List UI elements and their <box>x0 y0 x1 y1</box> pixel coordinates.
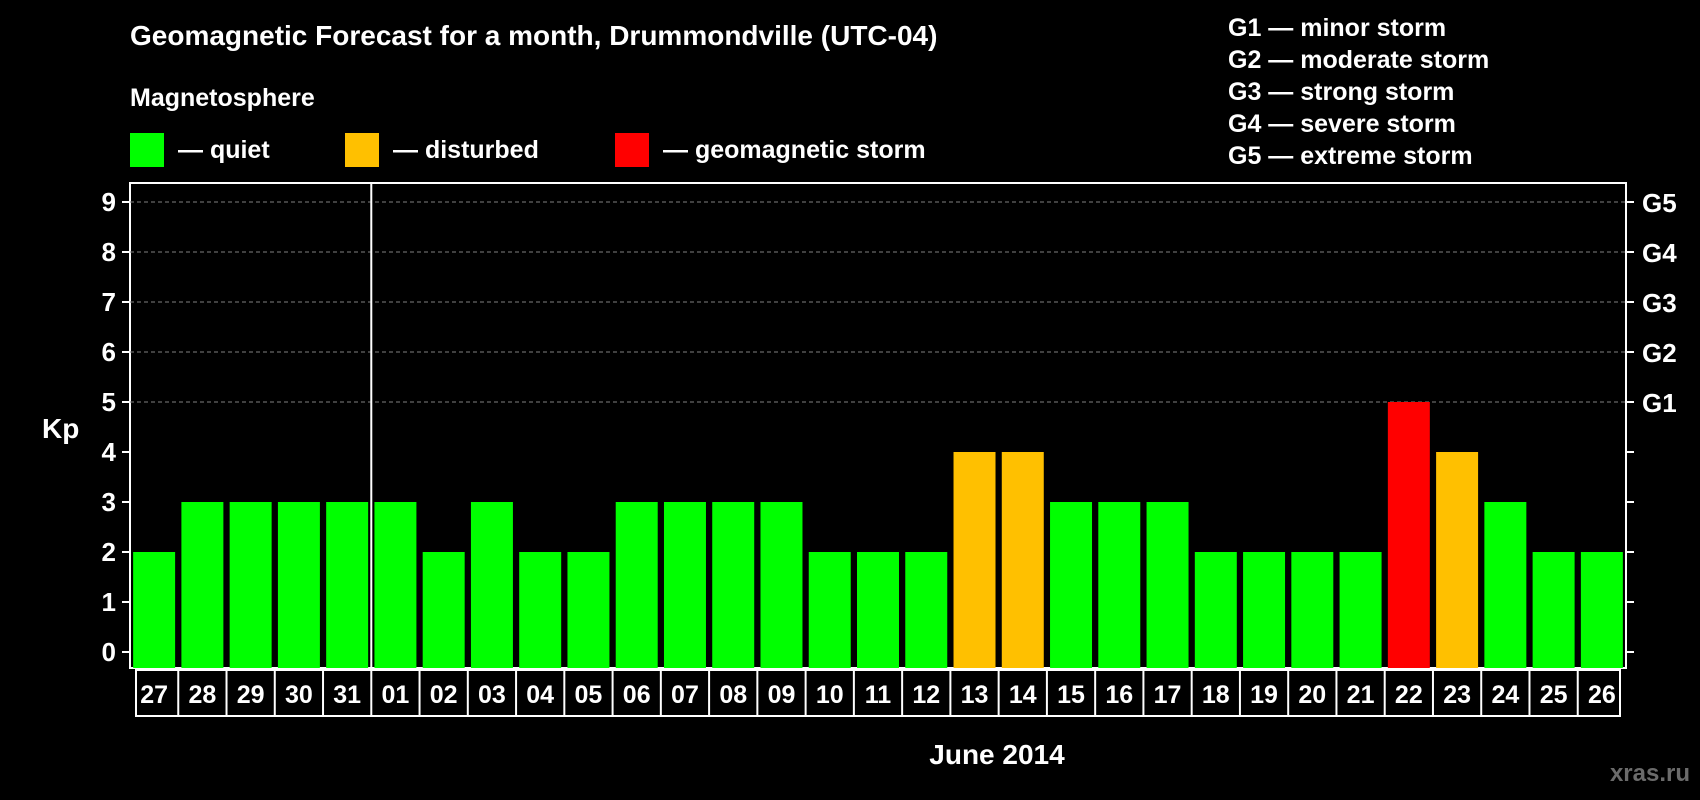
x-tick-label-10: 10 <box>816 681 844 709</box>
x-tick-label-02: 02 <box>430 681 458 709</box>
bar-17 <box>1146 502 1189 668</box>
legend-swatch-quiet <box>130 133 164 167</box>
bar-15 <box>1050 502 1093 668</box>
legend-item-disturbed: — disturbed <box>345 133 539 167</box>
legend-item-storm: — geomagnetic storm <box>615 133 926 167</box>
y-tick-label: 3 <box>102 487 116 517</box>
x-tick-label-01: 01 <box>382 681 410 709</box>
bar-09 <box>760 502 803 668</box>
y-tick-label: 8 <box>102 237 116 267</box>
x-tick-label-27: 27 <box>140 681 168 709</box>
storm-level-g5: G5 — extreme storm <box>1228 142 1473 170</box>
y-tick-label: 2 <box>102 537 116 567</box>
storm-levels-list: G1 — minor storm G2 — moderate storm G3 … <box>1228 12 1489 172</box>
x-tick-label-26: 26 <box>1588 681 1616 709</box>
bar-06 <box>615 502 658 668</box>
right-axis-label-g5: G5 <box>1642 188 1677 218</box>
bar-08 <box>712 502 755 668</box>
bar-12 <box>905 552 948 668</box>
x-tick-label-25: 25 <box>1540 681 1568 709</box>
y-tick-label: 1 <box>102 587 116 617</box>
x-tick-label-29: 29 <box>237 681 265 709</box>
bar-22 <box>1387 402 1430 668</box>
x-tick-label-05: 05 <box>575 681 603 709</box>
x-tick-label-08: 08 <box>719 681 747 709</box>
bar-02 <box>422 552 465 668</box>
bar-01 <box>374 502 417 668</box>
bar-14 <box>1001 452 1044 668</box>
x-tick-label-09: 09 <box>768 681 796 709</box>
y-tick-label: 0 <box>102 637 116 667</box>
x-tick-label-31: 31 <box>333 681 361 709</box>
x-tick-label-28: 28 <box>188 681 216 709</box>
y-tick-label: 7 <box>102 287 116 317</box>
x-tick-label-16: 16 <box>1105 681 1133 709</box>
bar-10 <box>808 552 851 668</box>
x-tick-label-11: 11 <box>865 681 892 709</box>
x-axis-label: June 2014 <box>929 739 1065 770</box>
bar-30 <box>277 502 320 668</box>
bar-05 <box>567 552 610 668</box>
x-tick-label-12: 12 <box>912 681 940 709</box>
x-tick-label-18: 18 <box>1202 681 1230 709</box>
legend-label-storm: — geomagnetic storm <box>663 135 926 164</box>
x-tick-label-04: 04 <box>526 681 554 709</box>
x-tick-label-07: 07 <box>671 681 699 709</box>
legend-swatch-disturbed <box>345 133 379 167</box>
legend-label-disturbed: — disturbed <box>393 135 539 164</box>
x-tick-label-30: 30 <box>285 681 313 709</box>
x-tick-label-03: 03 <box>478 681 506 709</box>
x-tick-label-24: 24 <box>1491 681 1519 709</box>
bar-20 <box>1291 552 1334 668</box>
storm-level-g3: G3 — strong storm <box>1228 78 1455 106</box>
y-axis-label: Kp <box>42 413 79 444</box>
bar-19 <box>1243 552 1286 668</box>
bar-27 <box>133 552 176 668</box>
legend-item-quiet: — quiet <box>130 133 270 167</box>
y-tick-label: 5 <box>102 387 116 417</box>
x-tick-label-13: 13 <box>961 681 989 709</box>
storm-level-g1: G1 — minor storm <box>1228 14 1447 42</box>
bar-03 <box>470 502 513 668</box>
bar-24 <box>1484 502 1527 668</box>
legend-swatch-storm <box>615 133 649 167</box>
bar-28 <box>181 502 224 668</box>
x-tick-label-15: 15 <box>1057 681 1085 709</box>
chart-title: Geomagnetic Forecast for a month, Drummo… <box>130 20 938 51</box>
bar-04 <box>519 552 562 668</box>
bar-07 <box>663 502 706 668</box>
x-tick-label-22: 22 <box>1395 681 1423 709</box>
legend-label-quiet: — quiet <box>178 135 270 164</box>
bar-29 <box>229 502 272 668</box>
x-tick-label-17: 17 <box>1154 681 1182 709</box>
x-tick-label-23: 23 <box>1443 681 1471 709</box>
right-axis-label-g2: G2 <box>1642 338 1677 368</box>
bar-23 <box>1436 452 1479 668</box>
bar-13 <box>953 452 996 668</box>
bar-31 <box>326 502 369 668</box>
x-tick-label-06: 06 <box>623 681 651 709</box>
right-axis-label-g1: G1 <box>1642 388 1677 418</box>
right-axis-label-g3: G3 <box>1642 288 1677 318</box>
legend-subtitle: Magnetosphere <box>130 84 315 112</box>
x-tick-label-20: 20 <box>1298 681 1326 709</box>
storm-level-g2: G2 — moderate storm <box>1228 46 1490 74</box>
date-strip <box>135 669 1621 717</box>
x-tick-label-21: 21 <box>1347 681 1375 709</box>
x-tick-label-19: 19 <box>1250 681 1278 709</box>
bar-18 <box>1194 552 1237 668</box>
right-axis-label-g4: G4 <box>1642 238 1677 268</box>
bar-21 <box>1339 552 1382 668</box>
storm-level-g4: G4 — severe storm <box>1228 110 1456 138</box>
y-tick-label: 4 <box>102 437 117 467</box>
bar-16 <box>1098 502 1141 668</box>
bar-25 <box>1532 552 1575 668</box>
bar-26 <box>1580 552 1623 668</box>
bar-11 <box>857 552 899 668</box>
y-tick-label: 6 <box>102 337 116 367</box>
watermark: xras.ru <box>1609 760 1690 787</box>
x-tick-label-14: 14 <box>1009 681 1037 709</box>
y-tick-label: 9 <box>102 187 116 217</box>
